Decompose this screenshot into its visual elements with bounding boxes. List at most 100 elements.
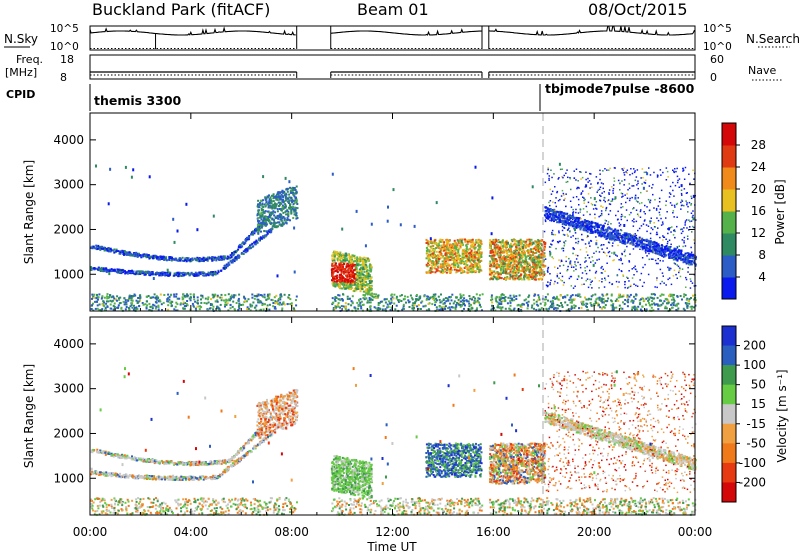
power-echo xyxy=(189,258,192,261)
power-echo xyxy=(351,302,354,305)
power-echo xyxy=(264,219,267,222)
power-echo xyxy=(279,293,282,296)
power-echo xyxy=(503,265,506,268)
power-echo xyxy=(518,275,521,277)
power-echo xyxy=(287,200,290,203)
power-echo xyxy=(249,244,251,247)
power-echo xyxy=(293,309,296,312)
power-echo xyxy=(493,270,496,273)
nsky-trace xyxy=(488,25,696,36)
power-echo xyxy=(507,254,509,257)
power-echo xyxy=(477,241,480,244)
power-echo xyxy=(356,273,359,276)
power-echo xyxy=(339,264,342,267)
power-echo xyxy=(594,300,597,303)
power-echo xyxy=(430,253,433,256)
power-echo xyxy=(462,252,465,255)
power-echo xyxy=(146,304,149,307)
power-echo xyxy=(505,249,508,252)
power-echo xyxy=(188,297,191,300)
power-echo xyxy=(589,302,592,304)
power-echo xyxy=(247,298,250,301)
power-echo xyxy=(333,254,336,257)
power-echo xyxy=(115,270,118,273)
power-echo xyxy=(173,308,176,311)
power-echo xyxy=(268,211,271,214)
power-echo xyxy=(564,301,567,304)
power-echo xyxy=(659,304,662,307)
power-echo xyxy=(352,269,355,272)
power-echo xyxy=(432,293,435,296)
power-echo xyxy=(422,305,425,308)
power-echo xyxy=(499,249,502,252)
power-echo xyxy=(359,278,362,281)
power-echo xyxy=(479,243,482,246)
power-echo xyxy=(196,305,199,308)
power-echo xyxy=(464,304,466,307)
power-echo xyxy=(295,196,297,199)
power-echo xyxy=(335,284,338,287)
power-echo xyxy=(520,278,523,281)
power-echo xyxy=(540,307,543,310)
power-echo xyxy=(685,298,688,301)
power-echo xyxy=(559,294,562,297)
power-echo xyxy=(679,295,682,297)
power-echo xyxy=(449,256,452,259)
power-echo xyxy=(542,241,545,243)
power-echo xyxy=(342,283,345,286)
power-echo xyxy=(102,248,105,250)
power-echo xyxy=(499,266,501,269)
nave-label: Nave xyxy=(748,64,776,77)
power-echo xyxy=(453,264,456,267)
power-echo xyxy=(345,265,348,268)
power-echo xyxy=(549,300,552,303)
power-echo xyxy=(446,248,449,251)
power-echo xyxy=(106,297,109,300)
power-echo xyxy=(288,196,291,199)
power-echo xyxy=(369,305,372,308)
power-echo xyxy=(201,294,204,297)
power-echo xyxy=(577,294,580,297)
power-echo xyxy=(193,305,195,308)
power-echo xyxy=(452,247,455,250)
power-echo xyxy=(521,269,524,272)
power-echo xyxy=(494,238,497,241)
power-echo xyxy=(411,304,414,307)
power-echo xyxy=(234,257,237,260)
power-echo xyxy=(238,254,241,257)
power-echo xyxy=(157,306,160,308)
power-echo xyxy=(556,307,559,310)
power-echo xyxy=(192,304,195,307)
power-echo xyxy=(683,295,685,298)
power-echo xyxy=(500,309,503,312)
power-echo xyxy=(470,270,473,273)
power-echo xyxy=(514,253,517,256)
power-echo xyxy=(261,202,264,205)
power-echo xyxy=(95,297,98,300)
power-echo xyxy=(281,190,284,193)
power-echo xyxy=(333,298,336,301)
power-echo xyxy=(282,207,285,210)
power-echo xyxy=(225,266,228,269)
power-echo xyxy=(507,259,510,262)
power-echo xyxy=(672,298,675,301)
power-echo xyxy=(651,300,654,303)
power-echo xyxy=(611,304,614,307)
power-echo xyxy=(518,278,521,281)
power-echo xyxy=(194,300,197,303)
power-echo xyxy=(366,257,369,260)
power-echo xyxy=(98,247,101,250)
power-echo xyxy=(255,309,258,312)
power-echo xyxy=(373,293,376,296)
power-echo xyxy=(139,297,141,300)
power-echo xyxy=(524,258,527,261)
power-echo xyxy=(435,263,438,265)
power-echo xyxy=(90,266,93,269)
power-echo xyxy=(368,290,371,293)
power-echo xyxy=(294,199,297,202)
power-echo xyxy=(374,307,377,310)
power-echo xyxy=(444,260,447,263)
power-echo xyxy=(551,301,554,303)
power-echo xyxy=(290,302,293,305)
power-echo xyxy=(141,271,144,274)
